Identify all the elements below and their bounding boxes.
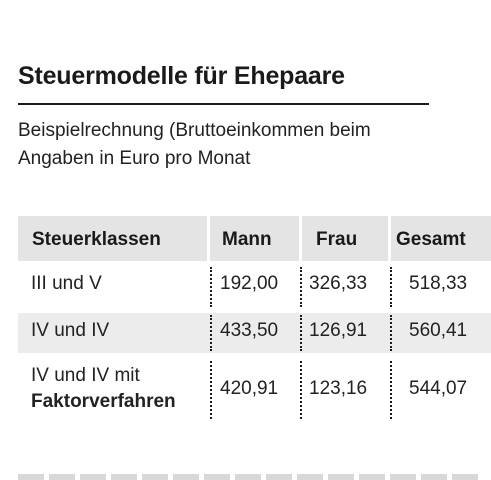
table-row: IV und IV mit Faktorverfahren 420,91 123… — [18, 357, 491, 423]
header-gesamt: Gesamt — [396, 229, 466, 250]
cell-frau: 326,33 — [309, 273, 368, 294]
title-underline — [18, 103, 429, 105]
header-divider — [388, 216, 391, 261]
row-label-bold: Faktorverfahren — [31, 391, 176, 412]
column-divider — [390, 361, 392, 419]
table-header: Steuerklassen Mann Frau Gesamt — [18, 216, 491, 261]
header-steuerklassen: Steuerklassen — [32, 229, 161, 250]
column-divider — [300, 315, 302, 351]
row-label: III und V — [31, 273, 102, 294]
page-title: Steuermodelle für Ehepaare — [18, 62, 345, 90]
column-divider — [300, 361, 302, 419]
table-row: III und V 192,00 326,33 518,33 — [18, 265, 491, 309]
column-divider — [300, 267, 302, 307]
cell-gesamt: 560,41 — [409, 320, 468, 341]
cell-mann: 433,50 — [220, 320, 279, 341]
header-divider — [299, 216, 302, 261]
cell-gesamt: 544,07 — [409, 378, 468, 399]
subtitle: Beispielrechnung (Bruttoeinkommen beim A… — [18, 117, 371, 173]
header-divider — [207, 216, 210, 261]
row-label: IV und IV — [31, 320, 110, 341]
column-divider — [390, 267, 392, 307]
column-divider — [210, 267, 212, 307]
subtitle-line-1: Beispielrechnung (Bruttoeinkommen beim — [18, 120, 371, 141]
column-divider — [390, 315, 392, 351]
cell-mann: 192,00 — [220, 273, 279, 294]
subtitle-line-2: Angaben in Euro pro Monat — [18, 148, 251, 169]
header-mann: Mann — [222, 229, 272, 250]
tax-table: Steuerklassen Mann Frau Gesamt III und V… — [18, 216, 491, 423]
column-divider — [210, 315, 212, 351]
header-frau: Frau — [316, 229, 358, 250]
cell-mann: 420,91 — [220, 378, 279, 399]
cropped-footer-text — [18, 474, 478, 480]
table-row: IV und IV 433,50 126,91 560,41 — [18, 313, 491, 353]
column-divider — [210, 361, 212, 419]
cell-frau: 123,16 — [309, 378, 368, 399]
cell-gesamt: 518,33 — [409, 273, 468, 294]
cell-frau: 126,91 — [309, 320, 368, 341]
row-label: IV und IV mit — [31, 365, 140, 386]
